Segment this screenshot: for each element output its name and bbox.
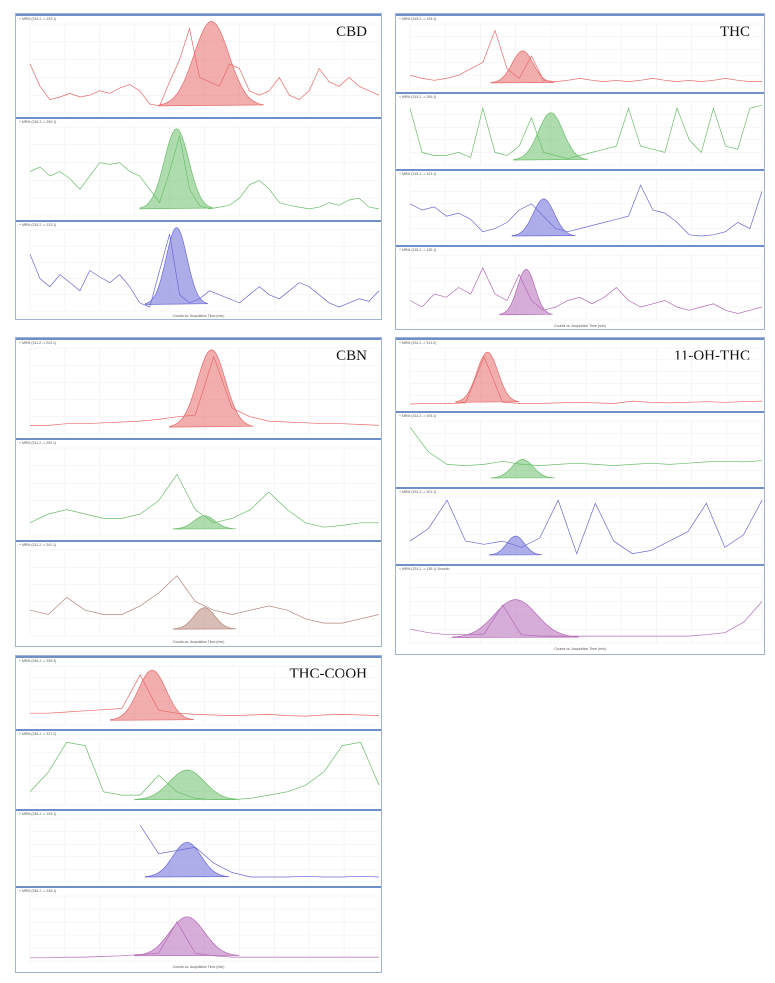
cbn-chrom-3: + MRM (311.2 -> 241.1)	[16, 540, 381, 640]
cbd-panel: CBD + MRM (315.2 -> 193.1) + MRM (315.2 …	[15, 13, 382, 320]
peak-area	[499, 268, 553, 316]
chart-svg	[409, 347, 763, 408]
ohthc-chrom-1: + MRM (331.2 -> 313.2)	[396, 338, 764, 411]
trace-label: + MRM (315.2 -> 193.1)	[399, 17, 437, 21]
chart-svg	[29, 447, 380, 537]
peak-area	[158, 20, 264, 107]
cbd-chrom-1: + MRM (315.2 -> 193.1)	[16, 14, 381, 117]
x-axis-label: Counts vs. Acquisition Time (min)	[554, 324, 606, 328]
cooh-chrom-4: + MRM (345.2 -> 245.1)	[16, 886, 381, 965]
peak-area	[490, 459, 555, 479]
thc-title: THC	[720, 24, 750, 40]
x-axis-label: Counts vs. Acquisition Time (min)	[172, 314, 225, 318]
chart-svg	[409, 23, 763, 89]
peak-area	[144, 841, 229, 878]
trace-label: + MRM (315.2 -> 259.1)	[19, 120, 57, 124]
cbd-chrom-3: + MRM (315.2 -> 123.1)	[16, 220, 381, 315]
chart-svg	[409, 101, 763, 166]
series-line	[409, 184, 763, 237]
trace-label: + MRM (315.2 -> 259.1)	[399, 95, 437, 99]
trace-label: + MRM (345.2 -> 299.2)	[19, 659, 57, 663]
peak-area	[490, 50, 555, 84]
ohthc-chrom-3: + MRM (331.2 -> 201.1)	[396, 487, 764, 564]
thc-chrom-1: + MRM (315.2 -> 193.1)	[396, 14, 764, 92]
chart-svg	[29, 549, 380, 637]
thc-panel: THC + MRM (315.2 -> 193.1) + MRM (315.2 …	[395, 13, 765, 330]
chart-svg	[29, 20, 380, 114]
peak-area	[169, 349, 254, 428]
series-line	[409, 426, 763, 466]
trace-label: + MRM (311.2 -> 293.1)	[19, 441, 57, 445]
series-line	[29, 575, 380, 624]
cbn-panel: CBN + MRM (311.2 -> 223.1) + MRM (311.2 …	[15, 337, 382, 647]
trace-label: + MRM (315.2 -> 123.1)	[19, 223, 57, 227]
chart-svg	[409, 178, 763, 242]
cooh-chrom-2: + MRM (345.2 -> 327.2)	[16, 729, 381, 809]
peak-area	[451, 599, 580, 638]
thc-chrom-2: + MRM (315.2 -> 259.1)	[396, 92, 764, 169]
trace-label: + MRM (311.2 -> 241.1)	[19, 543, 57, 547]
series-line	[29, 234, 380, 308]
peak-area	[488, 535, 543, 556]
cooh-chrom-3: + MRM (345.2 -> 193.1)	[16, 809, 381, 886]
chart-svg	[409, 254, 763, 321]
trace-label: + MRM (331.2 -> 193.1)	[399, 414, 437, 418]
peak-area	[139, 128, 214, 210]
cbn-chrom-2: + MRM (311.2 -> 293.1)	[16, 438, 381, 540]
peak-area	[134, 916, 240, 957]
series-line	[409, 267, 763, 314]
thc-chrom-4: + MRM (315.2 -> 135.1)	[396, 245, 764, 324]
chart-svg	[29, 347, 380, 435]
trace-label: + MRM (345.2 -> 193.1)	[19, 812, 57, 816]
chart-svg	[29, 126, 380, 217]
ohthc-chrom-4: + MRM (331.2 -> 135.1) Smooth	[396, 564, 764, 647]
chart-svg	[29, 818, 380, 883]
thc-chrom-3: + MRM (315.2 -> 123.1)	[396, 169, 764, 245]
series-line	[30, 674, 380, 717]
x-axis-label: Counts vs. Acquisition Time (min)	[172, 640, 225, 644]
cbn-chrom-1: + MRM (311.2 -> 223.1)	[16, 338, 381, 438]
trace-label: + MRM (331.2 -> 313.2)	[399, 341, 437, 345]
series-line	[409, 29, 762, 82]
trace-label: + MRM (331.2 -> 201.1)	[399, 490, 437, 494]
chart-svg	[29, 895, 380, 962]
trace-label: + MRM (345.2 -> 245.1)	[19, 889, 57, 893]
trace-label: + MRM (331.2 -> 135.1) Smooth	[399, 567, 450, 571]
trace-label: + MRM (311.2 -> 223.1)	[19, 341, 57, 345]
series-line	[409, 499, 763, 555]
trace-label: + MRM (345.2 -> 327.2)	[19, 732, 57, 736]
cooh-panel: THC-COOH + MRM (345.2 -> 299.2) + MRM (3…	[15, 655, 382, 973]
trace-label: + MRM (315.2 -> 123.1)	[399, 172, 437, 176]
peak-area	[455, 351, 520, 403]
cbd-chrom-2: + MRM (315.2 -> 259.1)	[16, 117, 381, 220]
chart-svg	[29, 665, 380, 726]
cooh-chrom-1: + MRM (345.2 -> 299.2)	[16, 656, 381, 729]
peak-area	[172, 515, 236, 530]
peak-area	[511, 198, 576, 237]
peak-area	[172, 607, 236, 630]
peak-area	[144, 227, 209, 305]
peak-area	[513, 112, 588, 161]
x-axis-label: Counts vs. Acquisition Time (min)	[172, 965, 225, 969]
x-axis-label: Counts vs. Acquisition Time (min)	[554, 647, 606, 651]
trace-label: + MRM (315.2 -> 193.1)	[19, 17, 57, 21]
series-line	[409, 104, 763, 160]
chart-svg	[409, 420, 763, 484]
chart-svg	[409, 573, 763, 644]
chart-svg	[29, 738, 380, 806]
chart-svg	[29, 227, 380, 312]
peak-area	[109, 669, 195, 721]
trace-label: + MRM (315.2 -> 135.1)	[399, 248, 437, 252]
ohthc-panel: 11-OH-THC + MRM (331.2 -> 313.2) + MRM (…	[395, 337, 765, 655]
ohthc-chrom-2: + MRM (331.2 -> 193.1)	[396, 411, 764, 487]
chart-svg	[409, 496, 763, 561]
peak-area	[134, 769, 240, 801]
